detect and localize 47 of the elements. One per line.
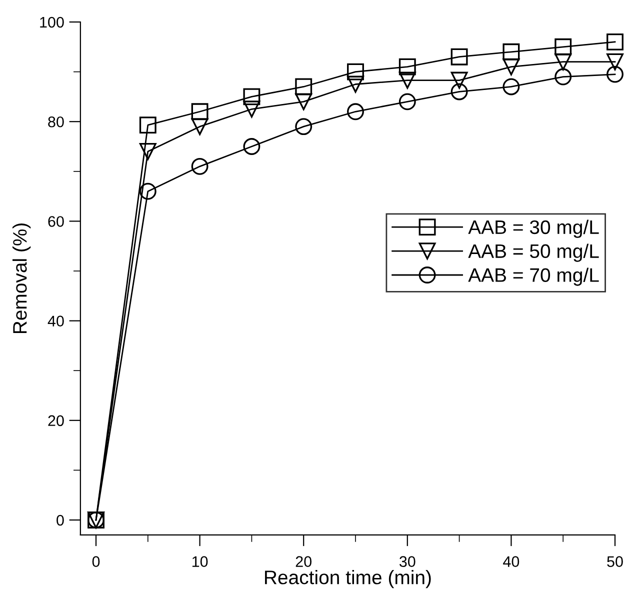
point [347,63,364,80]
point [191,103,208,120]
y-tick-label: 40 [48,316,64,326]
point [347,76,364,93]
y-tick-label: 100 [40,16,64,28]
point [502,43,520,60]
point [502,58,520,76]
point [191,118,208,136]
x-tick-label: 40 [503,556,520,567]
x-tick-label: 30 [399,556,416,567]
point [139,143,156,160]
point [243,100,260,118]
x-tick-label: 0 [92,556,100,567]
point [554,38,572,56]
legend-label: AAB = 50 mg/L [468,244,599,262]
point [243,138,260,155]
point [295,118,312,136]
y-tick-label: 60 [48,216,64,227]
x-tick-label: 10 [192,556,208,567]
point [450,72,468,89]
point [191,158,208,175]
x-tick-label: 20 [296,556,312,567]
y-tick-label: 0 [56,514,64,526]
point [450,48,468,66]
point [606,33,624,50]
x-axis-title: Reaction time (min) [265,570,431,588]
point [243,88,260,106]
point [398,58,416,76]
point [139,182,156,200]
x-tick-label: 50 [607,556,623,567]
y-tick-label: 80 [48,116,64,128]
point [502,78,520,96]
point [347,103,364,120]
point [139,116,156,134]
legend-label: AAB = 70 mg/L [468,268,599,286]
point [554,68,572,86]
point [606,53,624,70]
point [398,72,416,89]
y-axis-title: Removal (%) [12,223,31,334]
point [450,83,468,100]
y-tick-label: 20 [48,415,64,426]
point [398,93,416,110]
point [295,93,312,110]
point [606,66,624,83]
point [295,78,312,96]
legend-label: AAB = 30 mg/L [468,220,599,238]
point [554,53,572,70]
